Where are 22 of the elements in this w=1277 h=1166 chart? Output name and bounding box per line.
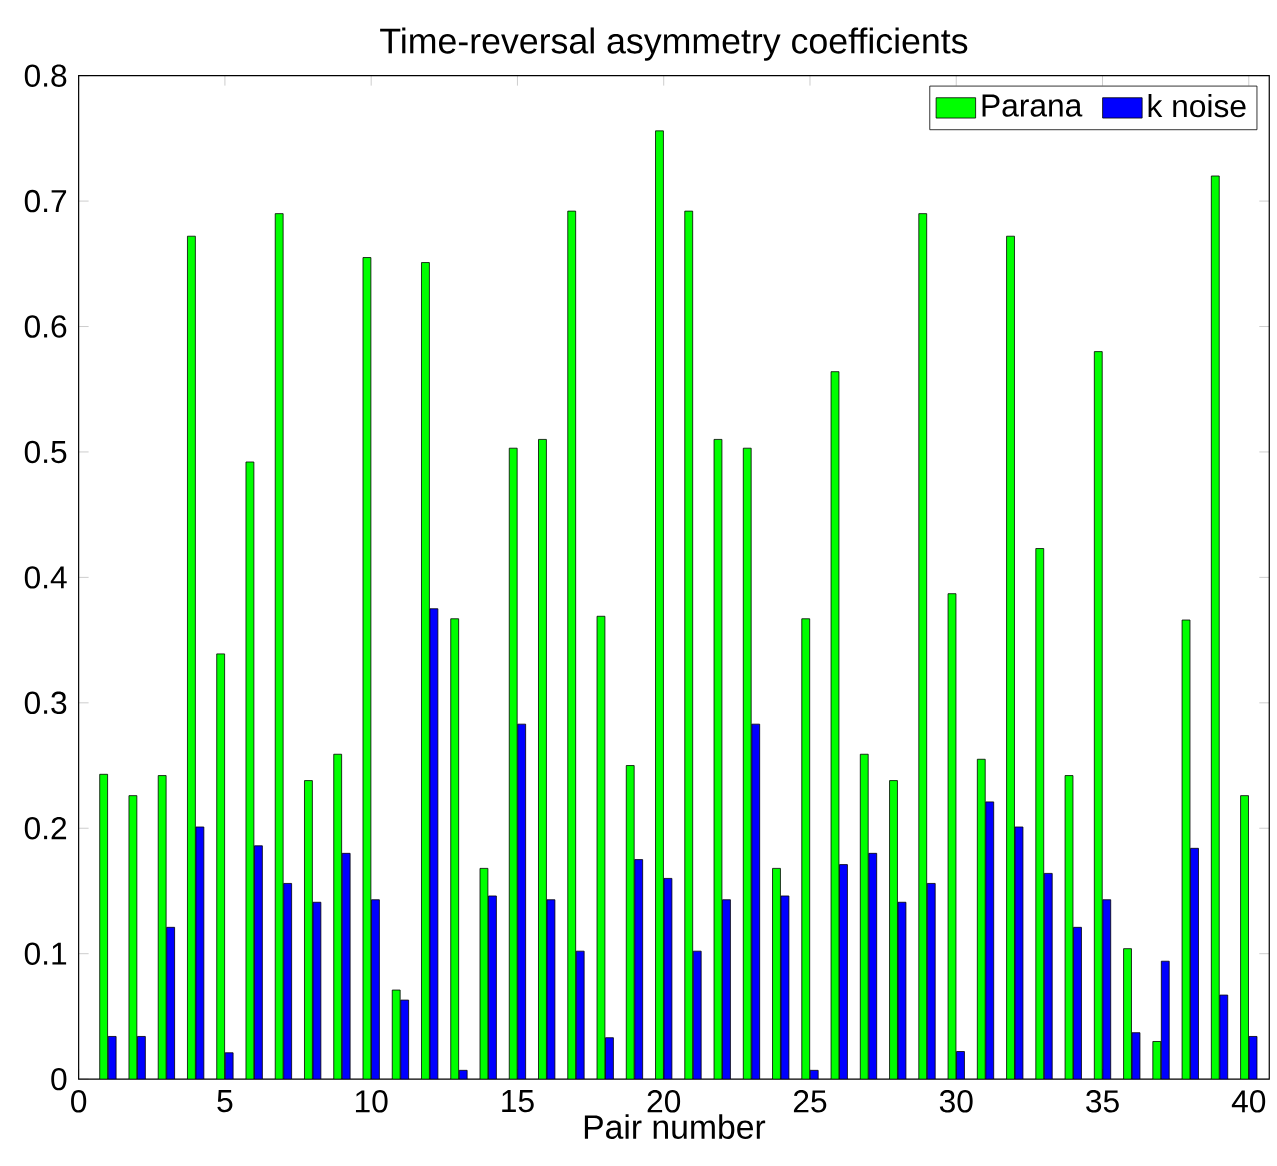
y-tick-label: 0.8 bbox=[24, 64, 67, 88]
x-tick-label: 20 bbox=[647, 1090, 681, 1113]
x-axis-title: Pair number bbox=[584, 1114, 766, 1140]
legend-label: k noise bbox=[1148, 94, 1246, 118]
x-tick-label: 25 bbox=[793, 1090, 827, 1113]
x-tick-label: 0 bbox=[71, 1090, 87, 1113]
x-tick-label: 40 bbox=[1231, 1090, 1266, 1113]
y-tick-label: 0.3 bbox=[24, 691, 67, 715]
y-tick-label: 0.1 bbox=[24, 942, 67, 966]
y-tick-label: 0.2 bbox=[24, 817, 67, 840]
x-tick-label: 15 bbox=[502, 1090, 534, 1113]
y-tick-label: 0 bbox=[51, 1068, 67, 1091]
y-tick-label: 0.5 bbox=[24, 440, 67, 464]
x-tick-label: 10 bbox=[355, 1090, 388, 1113]
chart-title: Time-reversal asymmetry coefficients bbox=[380, 27, 968, 61]
x-tick-label: 35 bbox=[1086, 1090, 1119, 1113]
y-tick-label: 0.7 bbox=[24, 190, 67, 213]
x-tick-label: 5 bbox=[217, 1090, 233, 1113]
y-tick-label: 0.6 bbox=[24, 315, 67, 338]
x-tick-label: 30 bbox=[939, 1090, 973, 1113]
legend-label: Parana bbox=[982, 94, 1083, 117]
y-tick-label: 0.4 bbox=[24, 566, 67, 589]
